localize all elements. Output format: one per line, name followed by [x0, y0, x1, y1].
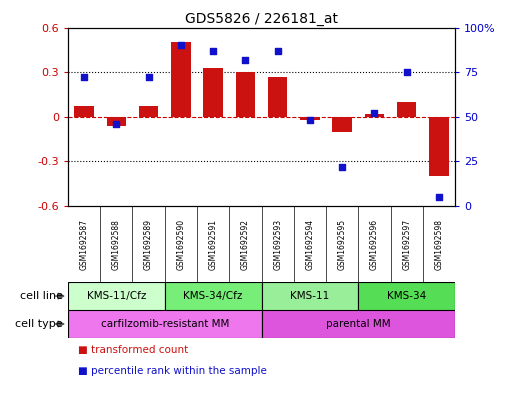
Point: [80, 74, 88, 81]
Text: GSM1692592: GSM1692592: [241, 219, 250, 270]
Bar: [365, 114, 384, 117]
Point: [241, 57, 249, 63]
Point: [435, 194, 443, 200]
Text: cell line: cell line: [20, 291, 63, 301]
Bar: [139, 107, 158, 117]
Bar: [262, 310, 455, 338]
Text: KMS-34: KMS-34: [387, 291, 426, 301]
Text: GSM1692597: GSM1692597: [402, 219, 411, 270]
Bar: [236, 72, 255, 117]
Point: [209, 48, 218, 54]
Point: [403, 69, 411, 75]
Text: ■ percentile rank within the sample: ■ percentile rank within the sample: [78, 366, 267, 376]
Bar: [107, 117, 126, 126]
Text: GSM1692587: GSM1692587: [79, 219, 88, 270]
Bar: [262, 282, 358, 310]
Bar: [397, 102, 416, 117]
Point: [305, 117, 314, 123]
Text: GSM1692593: GSM1692593: [273, 219, 282, 270]
Text: GSM1692596: GSM1692596: [370, 219, 379, 270]
Bar: [268, 77, 287, 117]
Bar: [165, 282, 262, 310]
Text: GSM1692591: GSM1692591: [209, 219, 218, 270]
Text: KMS-11: KMS-11: [290, 291, 329, 301]
Point: [338, 163, 346, 170]
Text: GSM1692598: GSM1692598: [435, 219, 444, 270]
Text: carfilzomib-resistant MM: carfilzomib-resistant MM: [100, 319, 229, 329]
Bar: [358, 282, 455, 310]
Bar: [300, 117, 320, 120]
Text: GSM1692590: GSM1692590: [176, 219, 185, 270]
Text: GSM1692595: GSM1692595: [338, 219, 347, 270]
Point: [112, 121, 120, 127]
Text: GSM1692589: GSM1692589: [144, 219, 153, 270]
Bar: [74, 107, 94, 117]
Bar: [429, 117, 449, 176]
Text: GSM1692594: GSM1692594: [305, 219, 314, 270]
Point: [370, 110, 379, 116]
Bar: [333, 117, 352, 132]
Bar: [203, 68, 223, 117]
Point: [144, 74, 153, 81]
Point: [274, 48, 282, 54]
Bar: [171, 42, 190, 117]
Bar: [68, 282, 165, 310]
Text: KMS-11/Cfz: KMS-11/Cfz: [87, 291, 146, 301]
Title: GDS5826 / 226181_at: GDS5826 / 226181_at: [185, 13, 338, 26]
Point: [177, 42, 185, 48]
Text: parental MM: parental MM: [326, 319, 391, 329]
Text: cell type: cell type: [15, 319, 63, 329]
Bar: [68, 310, 262, 338]
Text: ■ transformed count: ■ transformed count: [78, 345, 189, 355]
Text: GSM1692588: GSM1692588: [112, 219, 121, 270]
Text: KMS-34/Cfz: KMS-34/Cfz: [184, 291, 243, 301]
